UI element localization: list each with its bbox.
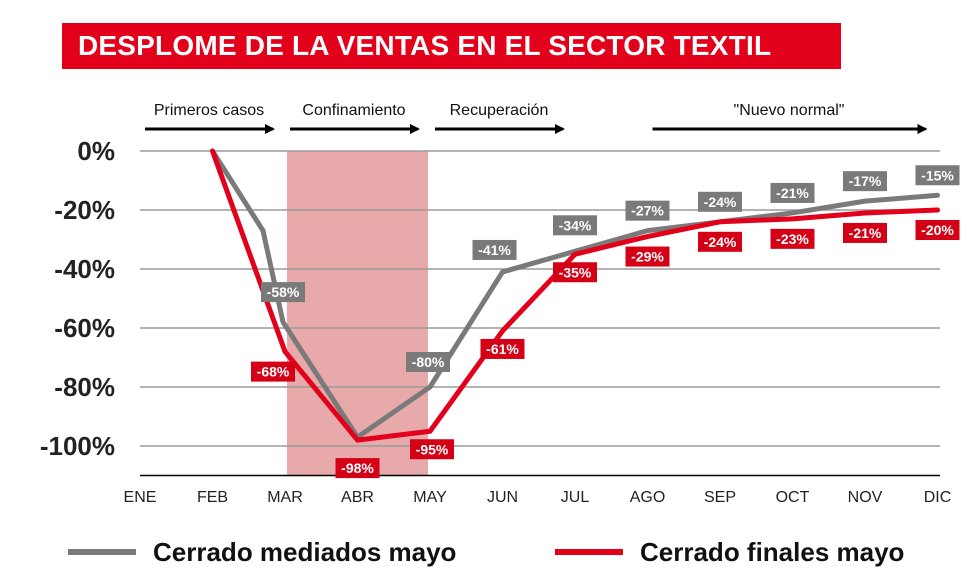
- series-line-red: [210, 148, 940, 443]
- phase-label: Confinamiento: [302, 102, 405, 119]
- data-label-text: -41%: [478, 242, 511, 258]
- x-tick-label: JUN: [487, 489, 518, 506]
- series-lines-layer: [210, 148, 940, 443]
- data-label-text: -61%: [486, 341, 519, 357]
- data-label: -21%: [843, 222, 887, 243]
- data-labels-layer: -58% -80% -41% -34% -27% -24% -21% -17% -15% -68%…: [251, 165, 960, 479]
- y-tick-label: -100%: [40, 431, 115, 461]
- data-label-box: [770, 228, 815, 249]
- data-label-text: -27%: [631, 203, 664, 219]
- y-tick-label: -80%: [54, 372, 115, 402]
- data-label-text: -80%: [412, 354, 445, 370]
- x-tick-label: JUL: [561, 489, 590, 506]
- data-label-box: [553, 215, 597, 236]
- data-label-box: [251, 361, 295, 382]
- data-label: -24%: [698, 191, 742, 212]
- data-label: -34%: [553, 215, 597, 236]
- data-label: -21%: [770, 182, 815, 203]
- data-label-box: [625, 246, 670, 267]
- x-tick-label: ENE: [124, 489, 157, 506]
- x-tick-label: OCT: [776, 489, 810, 506]
- phase-arrows-layer: Primeros casos Confinamiento Recuperación "…: [145, 102, 928, 134]
- data-label-box: [410, 439, 454, 460]
- data-label: -20%: [915, 220, 960, 240]
- data-label: -27%: [625, 200, 670, 221]
- phase-label: "Nuevo normal": [734, 102, 845, 119]
- data-label: -24%: [698, 231, 742, 252]
- data-label-text: -15%: [921, 167, 954, 183]
- shaded-region-layer: [287, 151, 428, 476]
- gridlines-layer: [140, 150, 940, 477]
- data-label-box: [915, 165, 960, 186]
- data-label: -61%: [480, 338, 525, 359]
- data-label: -41%: [472, 239, 517, 260]
- data-label-box: [480, 338, 525, 359]
- data-label-text: -21%: [776, 185, 809, 201]
- data-label: -80%: [406, 352, 450, 372]
- data-label-text: -29%: [631, 249, 664, 265]
- data-label: -98%: [335, 458, 380, 479]
- data-label-box: [625, 200, 670, 221]
- data-label-text: -68%: [257, 364, 290, 380]
- data-label-text: -21%: [849, 225, 882, 241]
- phase-label: Recuperación: [450, 102, 549, 119]
- data-label: -68%: [251, 361, 295, 382]
- data-label-text: -34%: [559, 217, 592, 233]
- chart-title: DESPLOME DE LA VENTAS EN EL SECTOR TEXTI…: [78, 30, 772, 61]
- data-label-box: [698, 231, 742, 252]
- data-label-text: -20%: [921, 222, 954, 238]
- y-tick-label: -40%: [54, 254, 115, 284]
- data-label-box: [406, 352, 450, 372]
- x-tick-label: SEP: [704, 489, 736, 506]
- y-tick-label: -20%: [54, 195, 115, 225]
- data-label-text: -58%: [267, 284, 300, 300]
- axis-labels-layer: 0% -20% -40% -60% -80% -100% ENE FEB MAR ABR MAY JU…: [40, 136, 951, 506]
- data-label-box: [335, 458, 380, 479]
- legend-label: Cerrado finales mayo: [640, 537, 904, 567]
- data-label: -35%: [553, 262, 597, 283]
- data-label-box: [472, 239, 517, 260]
- data-label-box: [843, 222, 887, 243]
- x-tick-label: FEB: [197, 489, 228, 506]
- lockdown-shaded-band: [287, 151, 428, 476]
- data-label-text: -98%: [341, 460, 374, 476]
- x-tick-label: NOV: [848, 489, 883, 506]
- data-label-box: [770, 182, 815, 203]
- data-label: -95%: [410, 439, 454, 460]
- x-tick-label: ABR: [341, 489, 374, 506]
- data-label-box: [553, 262, 597, 283]
- data-label: -23%: [770, 228, 815, 249]
- data-label-box: [261, 282, 305, 303]
- data-label-box: [843, 171, 887, 192]
- data-label: -58%: [261, 282, 305, 303]
- data-label-text: -35%: [559, 264, 592, 280]
- x-tick-label: AGO: [630, 489, 666, 506]
- x-tick-label: MAY: [413, 489, 447, 506]
- data-label: -17%: [843, 171, 887, 192]
- data-label-box: [915, 220, 960, 240]
- series-line-grey: [210, 148, 940, 440]
- legend-label: Cerrado mediados mayo: [153, 537, 456, 567]
- y-tick-label: 0%: [77, 136, 115, 166]
- data-label-text: -17%: [849, 173, 882, 189]
- chart-title-banner: DESPLOME DE LA VENTAS EN EL SECTOR TEXTI…: [62, 23, 841, 69]
- data-label: -15%: [915, 165, 960, 186]
- y-tick-label: -60%: [54, 313, 115, 343]
- legend-layer: Cerrado mediados mayo Cerrado finales may…: [68, 537, 904, 567]
- data-label-box: [698, 191, 742, 212]
- x-tick-label: DIC: [924, 489, 952, 506]
- x-tick-label: MAR: [267, 489, 303, 506]
- data-label-text: -95%: [416, 441, 449, 457]
- data-label: -29%: [625, 246, 670, 267]
- data-label-text: -24%: [704, 194, 737, 210]
- data-label-text: -23%: [776, 231, 809, 247]
- data-label-text: -24%: [704, 234, 737, 250]
- phase-label: Primeros casos: [154, 102, 264, 119]
